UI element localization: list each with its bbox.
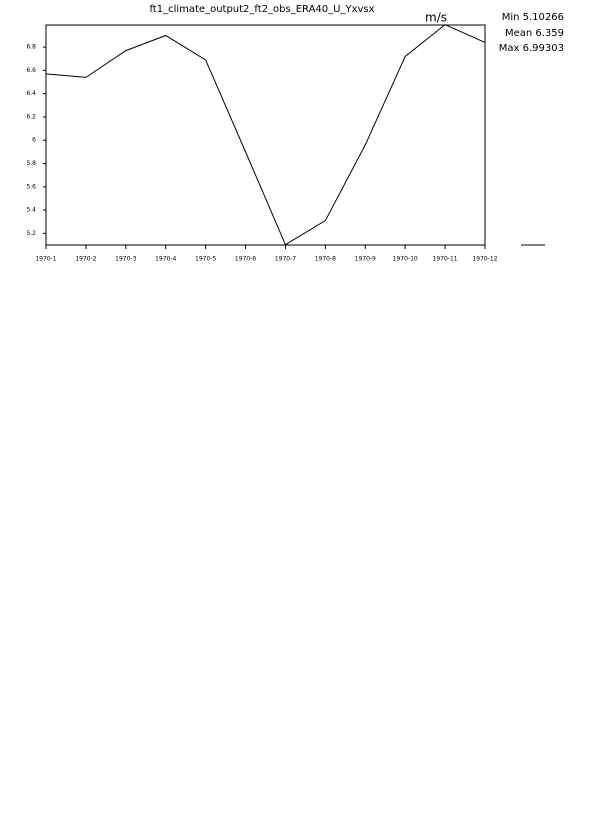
data-line — [45, 24, 486, 246]
y-tick-label: 6.4 — [26, 90, 36, 97]
chart-title: ft1_climate_output2_ft2_obs_ERA40_U_Yxvs… — [149, 4, 374, 15]
x-tick-label: 1970-10 — [393, 256, 418, 263]
x-tick-label: 1970-4 — [155, 256, 176, 263]
x-tick-label: 1970-7 — [275, 256, 296, 263]
stat-min: Min 5.10266 — [502, 12, 564, 23]
x-tick-label: 1970-9 — [355, 256, 376, 263]
stat-mean: Mean 6.359 — [505, 28, 564, 39]
y-tick-label: 5.2 — [26, 230, 36, 237]
stat-max: Max 6.99303 — [499, 43, 564, 54]
x-tick-label: 1970-3 — [115, 256, 136, 263]
y-tick-label: 5.4 — [26, 207, 36, 214]
x-tick-label: 1970-1 — [35, 256, 56, 263]
y-tick-label: 6.2 — [26, 113, 36, 120]
x-tick-label: 1970-8 — [315, 256, 336, 263]
x-tick-label: 1970-2 — [75, 256, 96, 263]
unit-label: m/s — [425, 11, 447, 25]
y-tick-label: 5.6 — [26, 183, 36, 190]
y-tick-label: 6.8 — [26, 44, 36, 51]
y-tick-label: 6.6 — [26, 67, 36, 74]
y-tick-label: 5.8 — [26, 160, 36, 167]
x-tick-label: 1970-11 — [433, 256, 458, 263]
y-tick-label: 6 — [32, 137, 36, 144]
x-tick-label: 1970-12 — [472, 256, 497, 263]
plot-frame — [45, 24, 486, 246]
x-tick-label: 1970-5 — [195, 256, 216, 263]
x-tick-label: 1970-6 — [235, 256, 256, 263]
